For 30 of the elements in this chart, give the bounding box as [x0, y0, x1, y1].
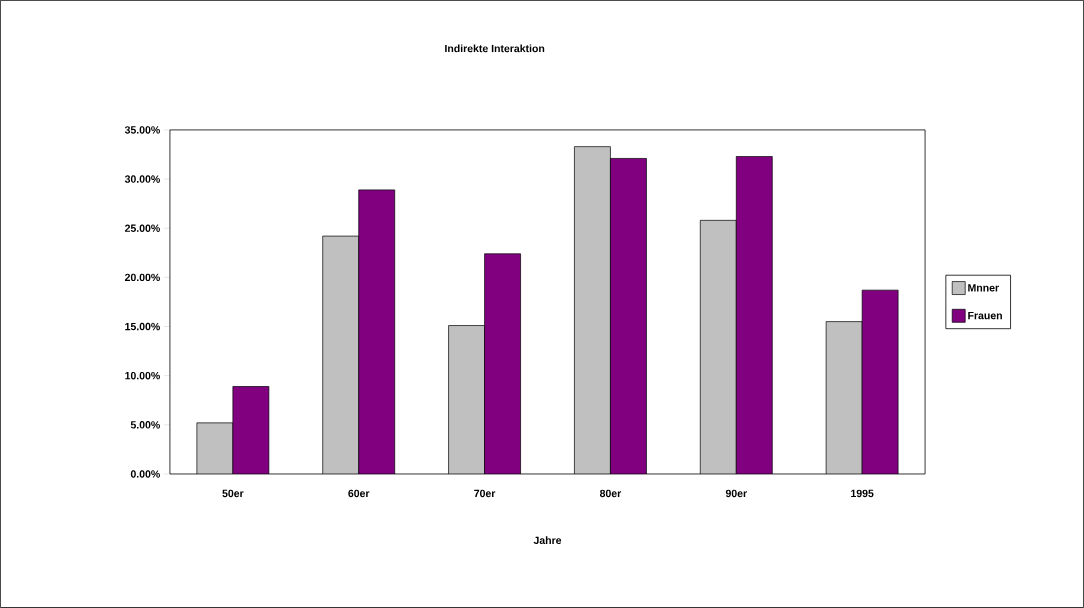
bar [610, 158, 647, 475]
x-axis-title: Jahre [533, 536, 562, 545]
bar [232, 386, 270, 475]
y-tick-label: 10.00% [125, 372, 160, 380]
bar [825, 321, 863, 475]
bar [574, 146, 611, 475]
x-tick-label: 60er [348, 489, 370, 498]
bar [861, 289, 899, 475]
x-tick-label: 50er [222, 489, 244, 498]
y-tick-label: 5.00% [130, 421, 160, 429]
x-tick-label: 90er [725, 489, 747, 498]
bar [322, 235, 360, 475]
bar [484, 253, 521, 475]
x-tick-label: 80er [599, 489, 622, 498]
chart-title: Indirekte Interaktion [445, 44, 545, 53]
y-tick-label: 35.00% [124, 126, 160, 134]
y-tick-label: 30.00% [124, 175, 160, 183]
bar [699, 220, 737, 475]
bar [735, 156, 773, 475]
legend-label: Mnner [968, 284, 999, 292]
y-tick-label: 25.00% [124, 224, 160, 232]
bar [358, 189, 396, 475]
bar [196, 422, 234, 475]
y-tick-label: 0.00% [130, 470, 160, 478]
x-tick-label: 1995 [851, 489, 874, 498]
x-tick-label: 70er [474, 489, 496, 498]
legend-label: Frauen [968, 311, 1002, 320]
y-tick-label: 15.00% [125, 322, 160, 331]
bar [448, 325, 485, 475]
y-tick-label: 20.00% [124, 273, 160, 282]
